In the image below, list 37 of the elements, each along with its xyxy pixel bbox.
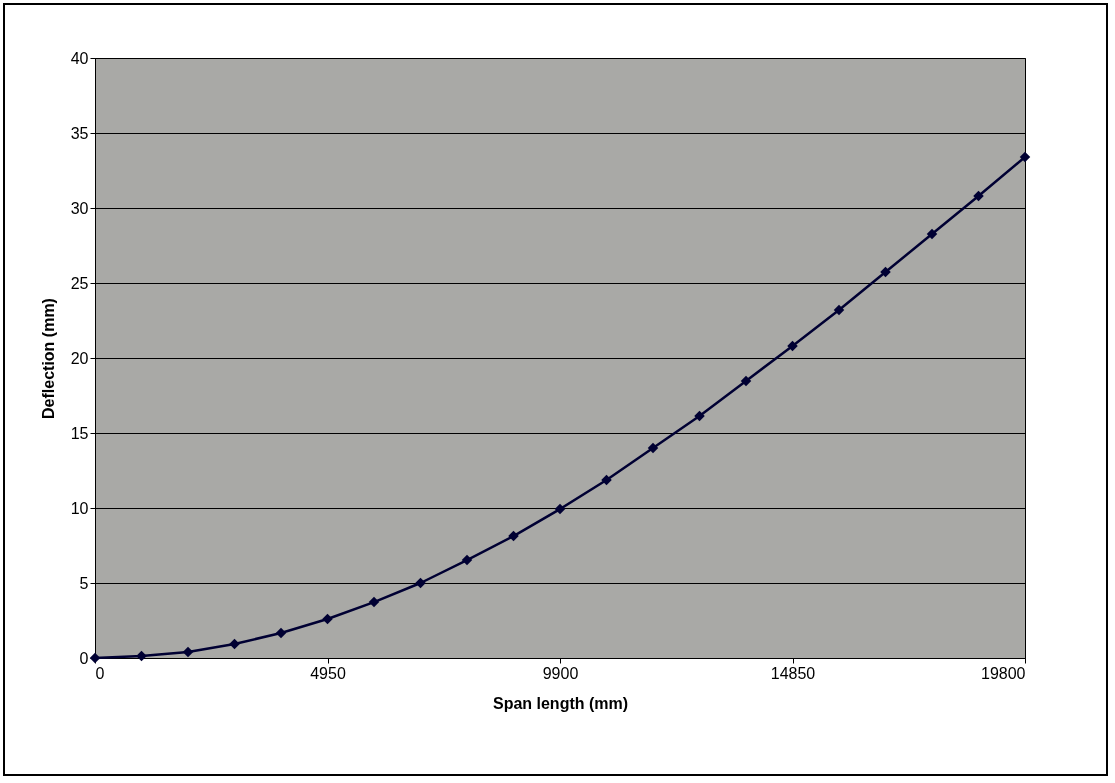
x-tick-label: 0 (95, 664, 105, 682)
y-tick-label: 15 (70, 424, 89, 442)
point (275, 627, 287, 639)
point (229, 638, 240, 650)
x-axis-title: Span length (mm) (492, 694, 629, 712)
point (740, 375, 752, 387)
point (601, 474, 612, 486)
y-tick-label: 25 (70, 274, 89, 292)
x-tick-label: 14850 (770, 664, 816, 682)
point (694, 410, 705, 422)
y-tick-label: 0 (79, 649, 89, 667)
point (787, 340, 798, 352)
point (880, 266, 891, 278)
x-tick-label: 4950 (310, 664, 346, 682)
y-tick-label: 20 (70, 349, 89, 367)
point (368, 596, 380, 608)
point (647, 442, 659, 454)
point (136, 650, 147, 662)
x-tick-label: 19800 (981, 664, 1026, 682)
x-tick-label: 9900 (542, 664, 579, 682)
point (182, 646, 194, 658)
point (461, 554, 473, 566)
y-tick-label: 35 (70, 124, 89, 142)
point (415, 577, 426, 589)
point (833, 304, 845, 316)
point (973, 190, 984, 202)
y-tick-label: 30 (70, 199, 89, 217)
point (508, 530, 519, 542)
y-axis-title: Deflection (mm) (39, 298, 57, 419)
point (554, 503, 566, 515)
y-tick-label: 40 (70, 49, 89, 67)
y-tick-label: 5 (79, 574, 89, 592)
point (89, 652, 101, 664)
point (1019, 151, 1031, 163)
point (322, 613, 333, 625)
y-tick-label: 10 (70, 499, 89, 517)
point (926, 228, 938, 240)
